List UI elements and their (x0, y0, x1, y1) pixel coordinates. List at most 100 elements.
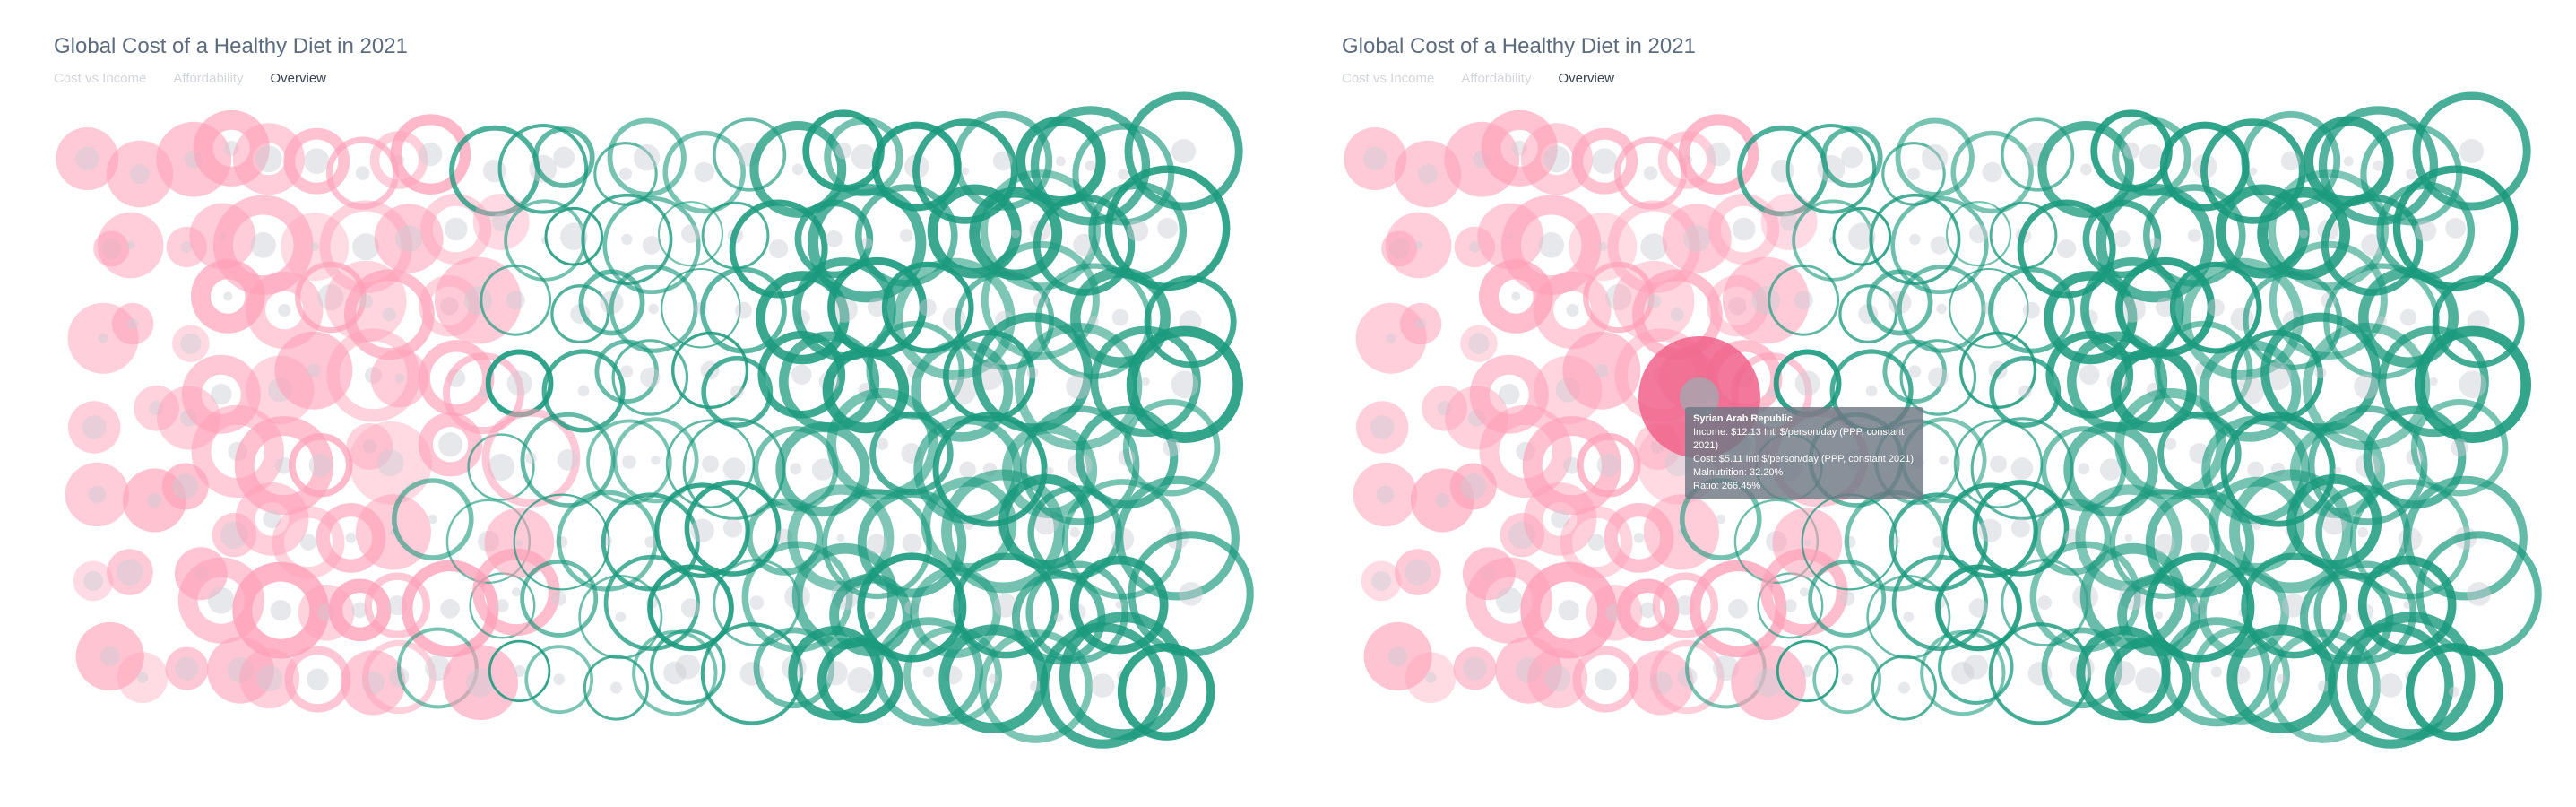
country-bubble[interactable] (2416, 531, 2542, 657)
country-bubble[interactable] (2412, 91, 2531, 211)
country-bubble[interactable] (235, 482, 309, 556)
country-bubble[interactable] (1344, 127, 1407, 190)
country-bubble[interactable] (684, 480, 782, 577)
country-bubble[interactable] (1972, 480, 2070, 577)
country-bubble[interactable] (1122, 398, 1221, 497)
tab-affordability[interactable]: Affordability (173, 71, 244, 86)
country-bubble[interactable] (1405, 652, 1457, 703)
country-bubble[interactable] (2105, 637, 2191, 724)
country-bubble[interactable] (1562, 331, 1641, 410)
country-bubble[interactable] (1945, 201, 2012, 267)
tab-overview[interactable]: Overview (1558, 71, 1614, 86)
country-bubble[interactable] (295, 261, 367, 334)
country-bubble[interactable] (541, 349, 626, 433)
country-bubble[interactable] (586, 419, 672, 505)
country-bubble[interactable] (2410, 398, 2509, 497)
tab-cost-vs-income[interactable]: Cost vs Income (1342, 71, 1435, 86)
country-bubble[interactable] (808, 184, 927, 303)
country-bubble[interactable] (1560, 506, 1633, 579)
country-bubble[interactable] (65, 462, 130, 527)
country-bubble[interactable] (1708, 193, 1780, 265)
country-bubble[interactable] (2145, 488, 2255, 598)
country-bubble[interactable] (340, 650, 406, 716)
country-bubble[interactable] (246, 271, 324, 350)
country-bubble[interactable] (349, 421, 432, 505)
bubble-plot[interactable] (0, 0, 1288, 807)
country-bubble[interactable] (1520, 561, 1618, 659)
country-bubble[interactable] (657, 201, 724, 267)
country-bubble[interactable] (97, 212, 164, 279)
country-bubble[interactable] (953, 552, 1059, 659)
tab-overview[interactable]: Overview (270, 71, 326, 86)
country-bubble[interactable] (75, 621, 144, 691)
country-bubble[interactable] (1353, 462, 1418, 527)
country-bubble[interactable] (177, 557, 264, 644)
country-bubble[interactable] (700, 266, 787, 354)
country-bubble[interactable] (232, 561, 330, 659)
country-bubble[interactable] (117, 652, 169, 703)
country-bubble[interactable] (817, 637, 903, 724)
country-bubble[interactable] (480, 264, 552, 336)
country-bubble[interactable] (611, 339, 689, 416)
country-bubble[interactable] (107, 549, 153, 595)
country-bubble[interactable] (2358, 266, 2459, 368)
country-bubble[interactable] (472, 194, 530, 250)
country-bubble[interactable] (1527, 648, 1588, 709)
country-bubble[interactable] (1070, 266, 1171, 368)
country-bubble[interactable] (274, 331, 353, 410)
country-bubble[interactable] (826, 387, 938, 500)
country-bubble[interactable] (272, 506, 345, 579)
country-bubble[interactable] (1571, 127, 1638, 195)
country-bubble[interactable] (1117, 643, 1215, 741)
country-bubble[interactable] (1361, 560, 1402, 602)
country-bubble[interactable] (1662, 204, 1732, 273)
country-bubble[interactable] (1844, 490, 1947, 592)
country-bubble[interactable] (1895, 117, 1975, 197)
country-bubble[interactable] (289, 432, 353, 498)
country-bubble[interactable] (2405, 643, 2503, 741)
country-bubble[interactable] (1950, 130, 2034, 214)
country-bubble[interactable] (68, 401, 121, 454)
country-bubble[interactable] (134, 385, 180, 431)
country-bubble[interactable] (609, 265, 698, 353)
country-bubble[interactable] (556, 490, 659, 592)
country-bubble[interactable] (532, 126, 595, 188)
country-bubble[interactable] (1812, 645, 1882, 715)
country-bubble[interactable] (1126, 325, 1244, 443)
country-bubble[interactable] (1938, 629, 2014, 705)
country-bubble[interactable] (2017, 199, 2116, 299)
country-bubble[interactable] (420, 193, 492, 265)
country-bubble[interactable] (1768, 264, 1840, 336)
country-bubble[interactable] (443, 645, 518, 721)
country-bubble[interactable] (1395, 549, 1441, 595)
country-bubble[interactable] (418, 412, 483, 477)
country-bubble[interactable] (2328, 622, 2454, 749)
country-bubble[interactable] (749, 120, 847, 218)
country-bubble[interactable] (1577, 432, 1641, 498)
country-bubble[interactable] (443, 352, 524, 435)
country-bubble[interactable] (488, 639, 551, 703)
country-bubble[interactable] (647, 564, 734, 652)
country-bubble[interactable] (602, 195, 701, 295)
country-bubble[interactable] (355, 494, 431, 570)
country-bubble[interactable] (1616, 578, 1680, 642)
country-bubble[interactable] (1808, 559, 1887, 638)
country-bubble[interactable] (1583, 261, 1655, 334)
country-bubble[interactable] (524, 645, 594, 715)
country-bubble[interactable] (434, 256, 522, 344)
country-bubble[interactable] (544, 206, 604, 266)
country-bubble[interactable] (953, 110, 1053, 211)
country-bubble[interactable] (1757, 572, 1824, 639)
country-bubble[interactable] (1820, 126, 1883, 188)
country-bubble[interactable] (583, 655, 649, 721)
country-bubble[interactable] (1678, 114, 1759, 195)
country-bubble[interactable] (1128, 531, 1254, 657)
country-bubble[interactable] (1722, 256, 1810, 344)
country-bubble[interactable] (165, 646, 209, 690)
country-bubble[interactable] (1731, 645, 1806, 721)
country-bubble[interactable] (2414, 325, 2532, 443)
country-bubble[interactable] (1460, 325, 1498, 363)
country-bubble[interactable] (1643, 494, 1719, 570)
country-bubble[interactable] (1890, 195, 1989, 295)
country-bubble[interactable] (56, 127, 119, 190)
